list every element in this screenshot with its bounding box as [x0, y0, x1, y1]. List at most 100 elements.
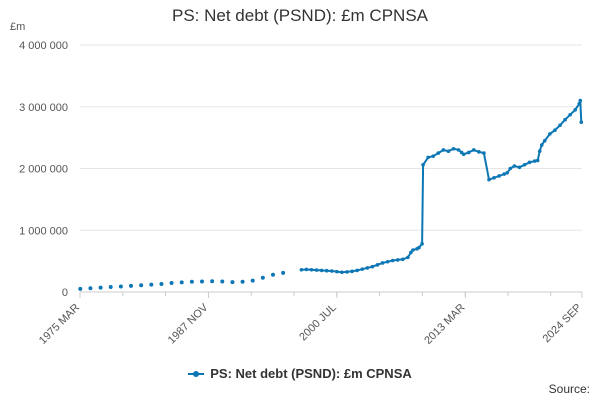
data-point-monthly[interactable]	[522, 162, 527, 167]
data-point-monthly[interactable]	[502, 172, 507, 176]
data-point-monthly[interactable]	[517, 165, 522, 170]
data-point-annual[interactable]	[159, 281, 164, 286]
data-point-monthly[interactable]	[579, 120, 584, 124]
data-point-monthly[interactable]	[426, 155, 430, 160]
data-point-monthly[interactable]	[577, 101, 582, 106]
data-point-monthly[interactable]	[573, 108, 578, 112]
data-point-monthly[interactable]	[319, 268, 324, 273]
data-point-annual[interactable]	[240, 279, 245, 284]
data-point-monthly[interactable]	[335, 269, 339, 274]
data-point-annual[interactable]	[270, 272, 275, 277]
data-point-annual[interactable]	[220, 279, 225, 284]
data-point-annual[interactable]	[179, 280, 184, 285]
x-tick-label: 2024 SEP	[541, 302, 585, 346]
data-point-monthly[interactable]	[365, 266, 370, 270]
data-point-annual[interactable]	[260, 275, 265, 280]
data-point-annual[interactable]	[169, 281, 174, 286]
data-point-monthly[interactable]	[345, 270, 349, 274]
data-point-annual[interactable]	[108, 285, 113, 290]
x-axis-ticks: 1975 MAR 1987 NOV 2000 JUL 2013 MAR 2024 SEP	[37, 292, 584, 347]
data-point-annual[interactable]	[200, 279, 205, 284]
data-point-monthly[interactable]	[395, 258, 400, 262]
data-point-monthly[interactable]	[578, 98, 583, 103]
data-point-monthly[interactable]	[370, 264, 375, 269]
data-point-monthly[interactable]	[461, 152, 466, 157]
data-point-monthly[interactable]	[324, 268, 329, 273]
data-point-monthly[interactable]	[420, 242, 424, 246]
data-point-monthly[interactable]	[471, 148, 476, 152]
data-point-monthly[interactable]	[360, 267, 365, 271]
data-point-monthly[interactable]	[482, 151, 486, 155]
data-point-monthly[interactable]	[355, 268, 359, 273]
data-point-monthly[interactable]	[508, 166, 513, 171]
data-point-annual[interactable]	[250, 278, 255, 283]
data-point-monthly[interactable]	[390, 258, 395, 263]
legend-item-psnd[interactable]: PS: Net debt (PSND): £m CPNSA	[188, 366, 412, 381]
data-point-annual[interactable]	[118, 284, 123, 289]
data-point-monthly[interactable]	[380, 261, 385, 265]
data-point-monthly[interactable]	[537, 149, 542, 154]
y-axis-ticks: 0 1 000 000 2 000 000 3 000 000 4 000 000	[19, 40, 68, 299]
y-axis-label: £m	[10, 21, 25, 33]
data-point-monthly[interactable]	[375, 263, 380, 267]
data-point-monthly[interactable]	[497, 174, 501, 178]
data-point-monthly[interactable]	[477, 150, 481, 154]
x-tick-label: 2000 JUL	[297, 302, 339, 344]
chart-title: PS: Net debt (PSND): £m CPNSA	[171, 6, 429, 25]
data-point-monthly[interactable]	[553, 128, 557, 133]
data-point-monthly[interactable]	[411, 248, 415, 252]
data-point-monthly[interactable]	[505, 171, 510, 175]
data-point-monthly[interactable]	[548, 132, 552, 136]
data-point-annual[interactable]	[210, 279, 215, 284]
data-point-monthly[interactable]	[417, 245, 421, 250]
data-point-monthly[interactable]	[304, 267, 309, 272]
data-point-monthly[interactable]	[431, 154, 436, 158]
legend-line-marker-icon	[188, 369, 205, 379]
data-point-monthly[interactable]	[401, 257, 405, 262]
data-point-annual[interactable]	[129, 283, 134, 288]
x-tick-label: 2013 MAR	[422, 302, 467, 347]
legend[interactable]: PS: Net debt (PSND): £m CPNSA	[0, 366, 600, 382]
data-point-monthly[interactable]	[406, 255, 410, 260]
x-tick-label: 1987 NOV	[166, 301, 211, 346]
series-psnd	[78, 98, 584, 291]
data-point-annual[interactable]	[139, 283, 144, 288]
data-point-monthly[interactable]	[446, 149, 451, 154]
data-point-annual[interactable]	[149, 282, 154, 287]
data-point-monthly[interactable]	[527, 160, 532, 165]
data-point-annual[interactable]	[88, 286, 93, 291]
gridlines	[80, 44, 582, 293]
data-point-monthly[interactable]	[340, 270, 344, 275]
data-point-annual[interactable]	[98, 285, 103, 290]
data-point-monthly[interactable]	[330, 269, 334, 273]
data-point-monthly[interactable]	[421, 162, 425, 167]
data-point-monthly[interactable]	[451, 146, 456, 151]
data-point-monthly[interactable]	[535, 158, 540, 163]
data-point-monthly[interactable]	[409, 250, 413, 255]
y-tick-label: 4 000 000	[19, 40, 68, 52]
data-point-annual[interactable]	[230, 280, 235, 285]
data-point-monthly[interactable]	[492, 175, 496, 180]
data-point-monthly[interactable]	[436, 151, 441, 155]
data-point-monthly[interactable]	[385, 259, 390, 264]
data-point-annual[interactable]	[189, 279, 194, 284]
data-point-monthly[interactable]	[539, 143, 544, 147]
y-tick-label: 3 000 000	[19, 102, 68, 114]
data-point-monthly[interactable]	[512, 164, 517, 168]
data-point-monthly[interactable]	[487, 177, 491, 182]
data-point-monthly[interactable]	[563, 117, 567, 122]
data-point-monthly[interactable]	[441, 148, 446, 152]
data-point-monthly[interactable]	[558, 123, 562, 128]
series-line[interactable]	[301, 100, 583, 274]
data-point-annual[interactable]	[281, 270, 286, 275]
data-point-monthly[interactable]	[568, 112, 572, 117]
data-point-monthly[interactable]	[299, 267, 304, 272]
data-point-monthly[interactable]	[456, 148, 461, 152]
data-point-monthly[interactable]	[542, 138, 547, 143]
data-point-monthly[interactable]	[350, 269, 354, 274]
data-point-monthly[interactable]	[314, 268, 319, 272]
data-point-monthly[interactable]	[466, 150, 471, 155]
data-point-monthly[interactable]	[532, 159, 537, 163]
data-point-annual[interactable]	[78, 286, 83, 291]
data-point-monthly[interactable]	[309, 267, 314, 272]
